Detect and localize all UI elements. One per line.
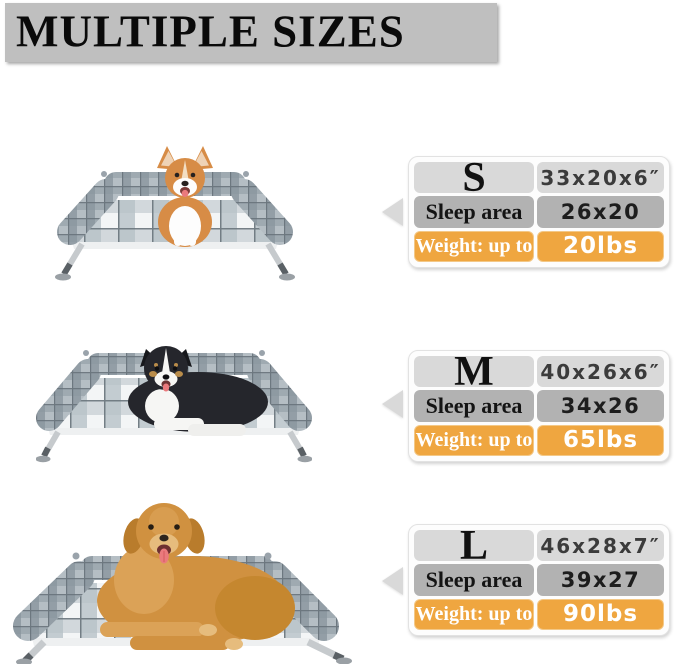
dimensions-cell: 46x28x7″ (537, 530, 664, 562)
corgi-dog (157, 146, 213, 247)
size-letter: S (462, 162, 486, 194)
weight-label: Weight: up to (415, 428, 533, 451)
sleep-area-label-cell: Sleep area (414, 196, 534, 228)
weight-value-cell: 90lbs (537, 598, 664, 630)
weight-label-cell: Weight: up to (414, 230, 534, 262)
weight-label: Weight: up to (415, 234, 533, 257)
sleep-area-label: Sleep area (425, 198, 523, 224)
weight-value-cell: 20lbs (537, 230, 664, 262)
dimensions-value: 40x26x6″ (540, 359, 661, 384)
weight-value: 65lbs (562, 427, 639, 454)
page-title: MULTIPLE SIZES (16, 5, 405, 56)
size-card-m: M 40x26x6″ Sleep area 34x26 Weight: up t… (408, 350, 670, 462)
size-letter-cell: S (414, 162, 534, 194)
weight-value-cell: 65lbs (537, 424, 664, 456)
photo-large-bed-golden-retriever (12, 498, 357, 664)
size-letter: M (454, 356, 494, 388)
weight-value: 90lbs (562, 601, 639, 628)
bed-small (55, 171, 295, 281)
size-card-s: S 33x20x6″ Sleep area 26x20 Weight: up t… (408, 156, 670, 268)
aussie-bed-illustration (36, 346, 312, 463)
sleep-area-value-cell: 34x26 (537, 390, 664, 422)
weight-label-cell: Weight: up to (414, 598, 534, 630)
dimensions-value: 33x20x6″ (540, 165, 661, 190)
header-bar: MULTIPLE SIZES (5, 3, 497, 62)
australian-shepherd-dog (128, 346, 268, 436)
weight-value: 20lbs (562, 233, 639, 260)
size-letter-cell: M (414, 356, 534, 388)
sleep-area-label: Sleep area (425, 566, 523, 592)
size-card-l: L 46x28x7″ Sleep area 39x27 Weight: up t… (408, 524, 670, 636)
left-arrow-icon (382, 198, 403, 226)
corgi-bed-illustration (55, 146, 295, 281)
sleep-area-value-cell: 39x27 (537, 564, 664, 596)
sleep-area-value: 39x27 (560, 567, 641, 592)
dimensions-cell: 33x20x6″ (537, 162, 664, 194)
weight-label-cell: Weight: up to (414, 424, 534, 456)
size-letter: L (459, 530, 488, 562)
sleep-area-label-cell: Sleep area (414, 564, 534, 596)
weight-label: Weight: up to (415, 602, 533, 625)
dimensions-cell: 40x26x6″ (537, 356, 664, 388)
left-arrow-icon (382, 567, 403, 595)
golden-bed-illustration (13, 503, 352, 664)
sleep-area-value: 26x20 (560, 199, 641, 224)
photo-small-bed-corgi (50, 138, 300, 288)
sleep-area-label: Sleep area (425, 392, 523, 418)
golden-retriever-dog (97, 503, 295, 650)
left-arrow-icon (382, 390, 403, 418)
photo-medium-bed-australian-shepherd (36, 340, 312, 466)
size-letter-cell: L (414, 530, 534, 562)
sleep-area-label-cell: Sleep area (414, 390, 534, 422)
sleep-area-value: 34x26 (560, 393, 641, 418)
dimensions-value: 46x28x7″ (540, 533, 661, 558)
sleep-area-value-cell: 26x20 (537, 196, 664, 228)
